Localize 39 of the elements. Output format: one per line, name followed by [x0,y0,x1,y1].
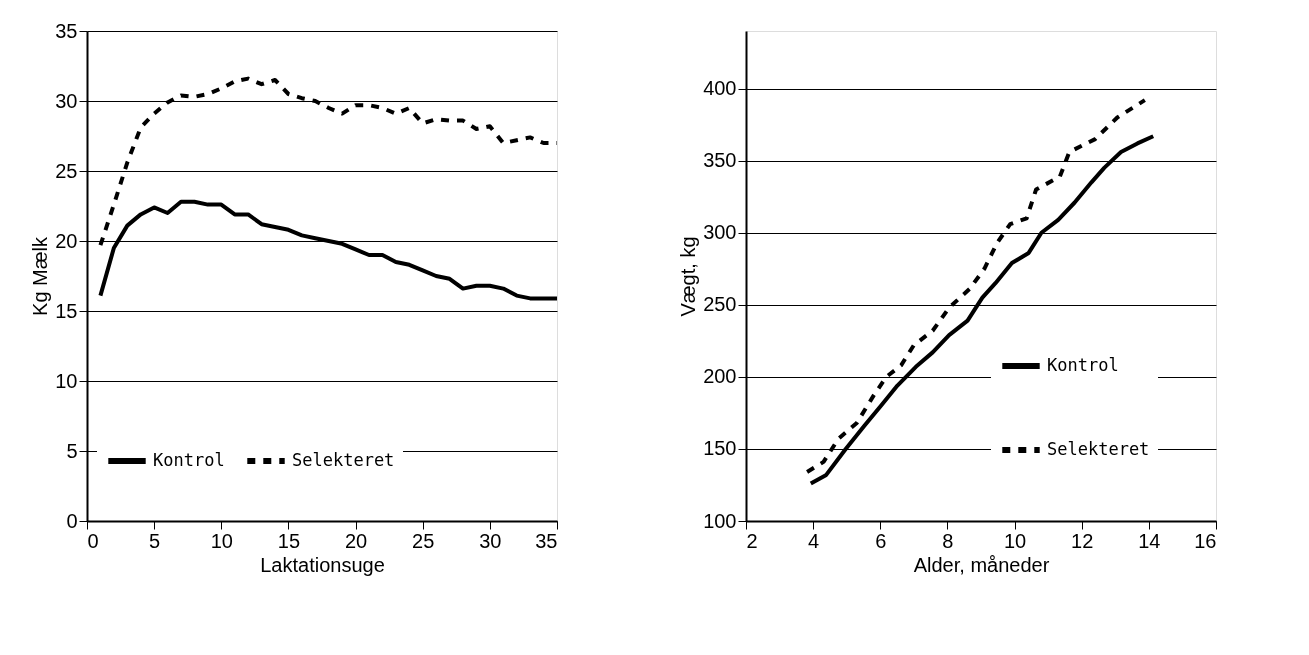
legend-label: Selekteret [292,450,395,470]
x-tick-label: 10 [1003,529,1027,552]
x-tick-label: 2 [746,529,758,552]
y-tick-label: 10 [55,369,78,392]
y-tick-label: 150 [703,437,737,460]
legend-label: Kontrol [1047,355,1119,375]
y-tick-label: 400 [703,77,737,100]
y-tick-label: 30 [55,89,78,112]
x-tick-label: 6 [875,529,887,552]
x-tick-label: 16 [1194,529,1217,552]
y-tick-label: 5 [66,439,78,462]
y-tick-label: 25 [55,159,78,182]
x-tick-label: 5 [149,529,161,552]
y-tick-label: 35 [55,19,78,42]
x-tick-label: 25 [412,529,435,552]
x-tick-label: 30 [479,529,502,552]
y-tick-label: 250 [703,293,737,316]
y-axis-title: Vægt, kg [677,236,700,317]
x-axis-title: Alder, måneder [913,553,1050,576]
y-tick-label: 100 [703,509,737,532]
x-tick-label: 10 [210,529,233,552]
y-axis-title: Kg Mælk [29,236,52,316]
x-tick-label: 35 [535,529,558,552]
x-tick-label: 12 [1071,529,1094,552]
x-axis-title: Laktationsuge [260,553,385,576]
y-tick-label: 20 [55,229,78,252]
y-tick-label: 200 [703,365,737,388]
x-tick-label: 15 [277,529,301,552]
y-tick-label: 350 [703,149,737,172]
x-tick-label: 0 [87,529,99,552]
x-tick-label: 14 [1138,529,1161,552]
y-tick-label: 0 [66,509,78,532]
legend-label: Selekteret [1047,439,1150,459]
x-tick-label: 8 [942,529,954,552]
x-tick-label: 20 [344,529,368,552]
x-tick-label: 4 [808,529,820,552]
y-tick-label: 300 [703,221,737,244]
legend-label: Kontrol [153,450,225,470]
y-tick-label: 15 [55,299,78,322]
